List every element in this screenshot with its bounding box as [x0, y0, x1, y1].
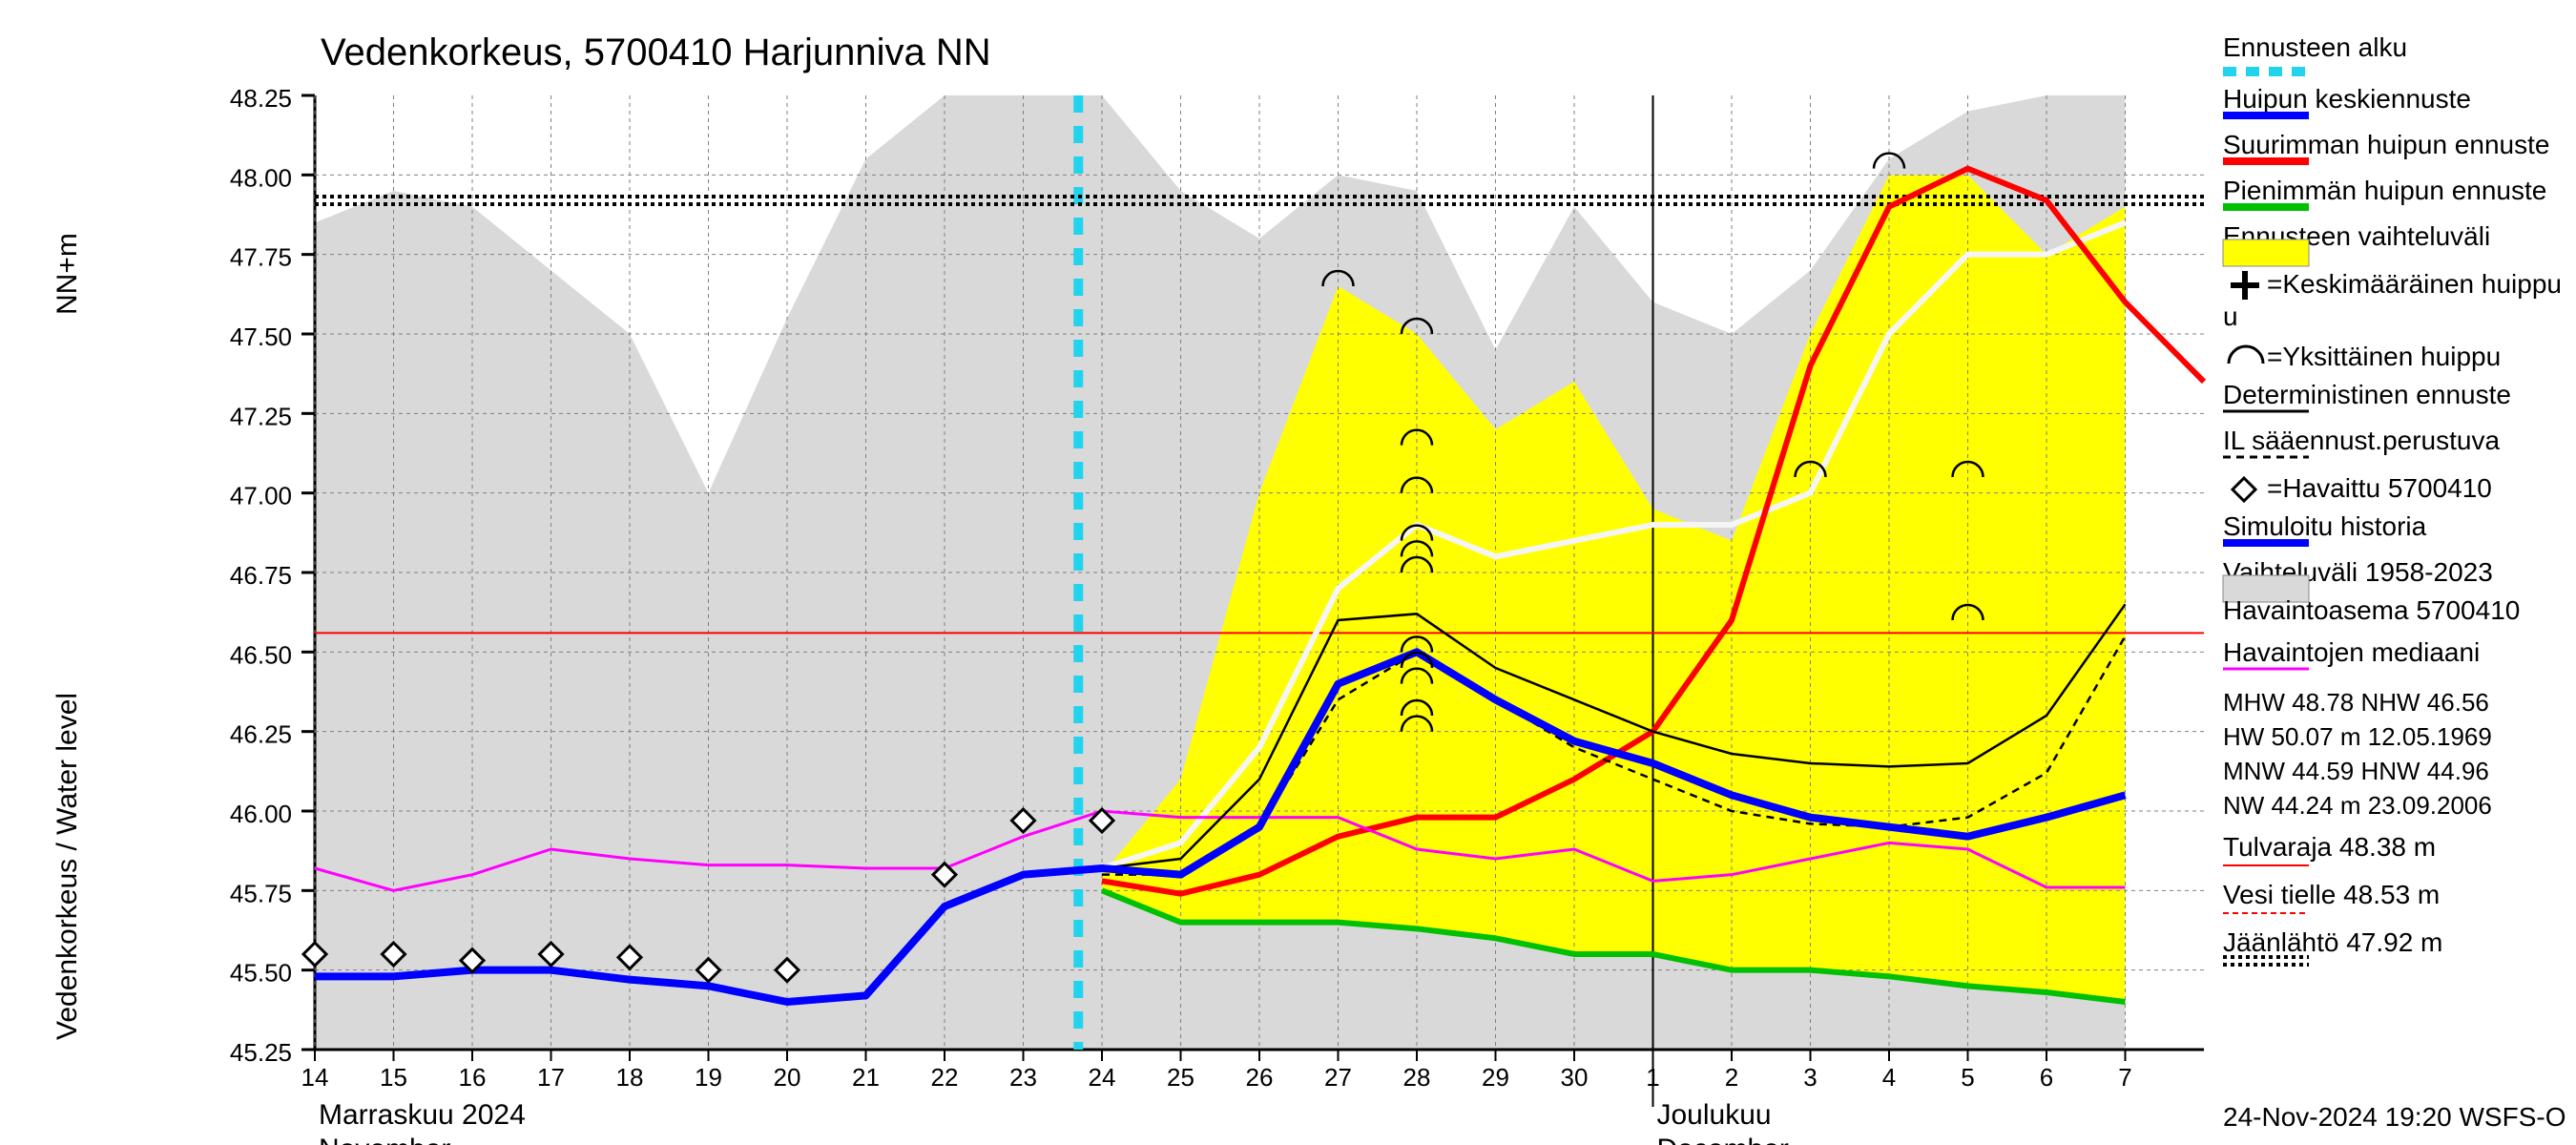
y-tick-label: 47.50 — [230, 323, 292, 351]
legend-label: IL sääennust.perustuva — [2223, 426, 2500, 455]
x-tick-label: 29 — [1482, 1063, 1509, 1092]
x-tick-label: 7 — [2118, 1063, 2131, 1092]
y-tick-label: 46.50 — [230, 640, 292, 669]
x-tick-label: 21 — [852, 1063, 880, 1092]
x-tick-label: 19 — [695, 1063, 722, 1092]
x-tick-label: 24 — [1089, 1063, 1116, 1092]
legend-label: Havaintoasema 5700410 — [2223, 595, 2520, 625]
legend-label: Ennusteen alku — [2223, 32, 2407, 62]
x-tick-label: 25 — [1167, 1063, 1195, 1092]
legend-label: =Yksittäinen huippu — [2267, 342, 2501, 371]
water-level-chart: 45.25 45.50 45.75 46.00 46.25 46.50 46.75 47.00… — [0, 0, 2576, 1145]
legend-label: =Havaittu 5700410 — [2267, 473, 2492, 503]
chart-title: Vedenkorkeus, 5700410 Harjunniva NN — [321, 31, 991, 73]
legend-label: Pienimmän huipun ennuste — [2223, 176, 2546, 205]
y-axis-label-2: NN+m — [52, 233, 83, 315]
y-tick-label: 47.75 — [230, 243, 292, 272]
month-label-bottom: November — [319, 1134, 450, 1145]
x-tick-label: 5 — [1961, 1063, 1974, 1092]
x-tick-label: 4 — [1882, 1063, 1896, 1092]
y-tick-label: 46.00 — [230, 800, 292, 828]
y-tick-label: 46.75 — [230, 561, 292, 590]
y-tick-label: 46.25 — [230, 720, 292, 749]
x-tick-label: 27 — [1324, 1063, 1352, 1092]
x-tick-label: 23 — [1009, 1063, 1037, 1092]
legend-stat: MNW 44.59 HNW 44.96 — [2223, 757, 2489, 785]
y-tick-label: 45.75 — [230, 879, 292, 907]
y-tick-label: 48.25 — [230, 84, 292, 113]
x-tick-label: 6 — [2040, 1063, 2053, 1092]
legend-label: Havaintojen mediaani — [2223, 637, 2480, 667]
x-tick-label: 28 — [1403, 1063, 1431, 1092]
legend-annotation: Tulvaraja 48.38 m — [2223, 832, 2436, 862]
month-label-top: Marraskuu 2024 — [319, 1099, 526, 1131]
legend-label: Simuloitu historia — [2223, 511, 2427, 541]
legend-label: =Keskimääräinen huippu — [2267, 269, 2562, 299]
legend-stat: MHW 48.78 NHW 46.56 — [2223, 688, 2489, 717]
legend-label: Deterministinen ennuste — [2223, 380, 2511, 409]
y-tick-label: 47.25 — [230, 402, 292, 430]
legend-label: Suurimman huipun ennuste — [2223, 130, 2549, 159]
x-tick-label: 18 — [616, 1063, 644, 1092]
legend-annotation: Jäänlähtö 47.92 m — [2223, 927, 2442, 957]
y-tick-label: 45.25 — [230, 1038, 292, 1067]
y-tick-label: 48.00 — [230, 163, 292, 192]
footer-timestamp: 24-Nov-2024 19:20 WSFS-O — [2223, 1102, 2566, 1132]
y-tick-label: 45.50 — [230, 959, 292, 988]
x-tick-label: 20 — [774, 1063, 801, 1092]
x-tick-label: 16 — [459, 1063, 487, 1092]
x-tick-label: 17 — [537, 1063, 565, 1092]
month-label-top: Joulukuu — [1657, 1099, 1772, 1131]
x-tick-label: 15 — [380, 1063, 407, 1092]
y-tick-label: 47.00 — [230, 482, 292, 510]
x-tick-label: 3 — [1803, 1063, 1817, 1092]
x-tick-label: 30 — [1561, 1063, 1589, 1092]
y-axis-label-1: Vedenkorkeus / Water level — [52, 693, 83, 1040]
x-tick-label: 14 — [301, 1063, 329, 1092]
x-tick-label: 2 — [1725, 1063, 1738, 1092]
legend-stat: NW 44.24 m 23.09.2006 — [2223, 791, 2492, 820]
x-tick-label: 22 — [931, 1063, 959, 1092]
x-tick-label: 26 — [1246, 1063, 1274, 1092]
legend-stat: HW 50.07 m 12.05.1969 — [2223, 722, 2492, 751]
legend-label: Huipun keskiennuste — [2223, 84, 2471, 114]
legend-label: u — [2223, 302, 2238, 331]
month-label-bottom: December — [1657, 1134, 1789, 1145]
legend-annotation: Vesi tielle 48.53 m — [2223, 880, 2440, 909]
